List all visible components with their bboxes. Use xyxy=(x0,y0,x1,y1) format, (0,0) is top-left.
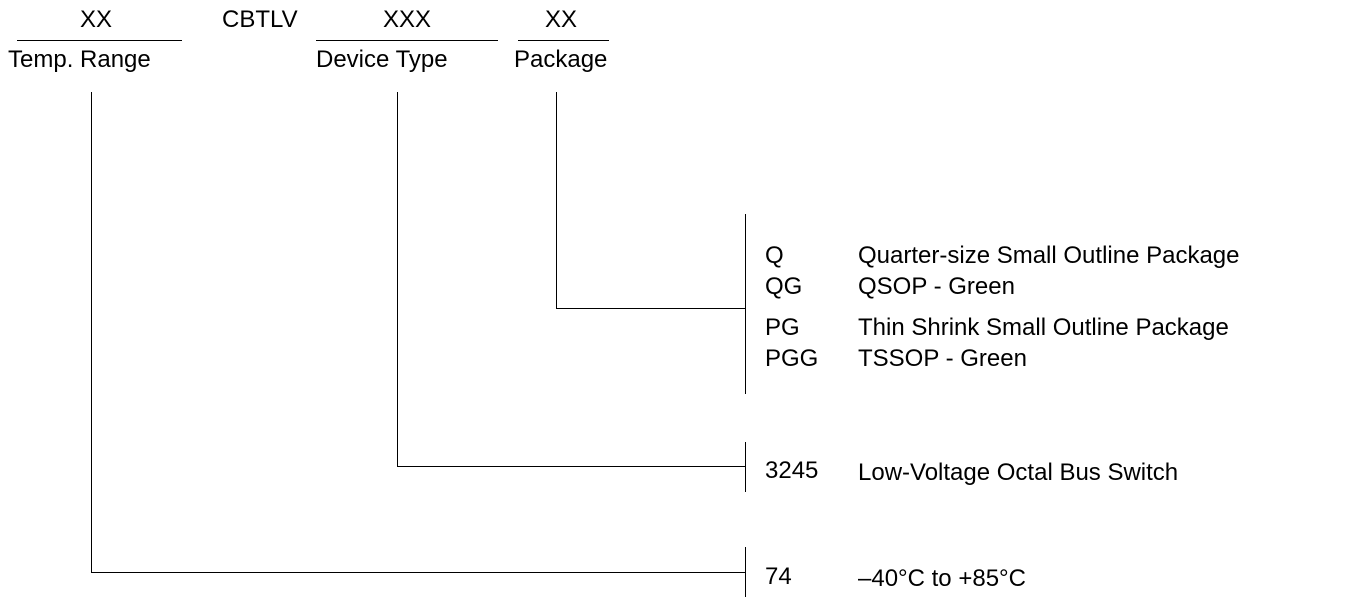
device-options-bar xyxy=(745,442,746,492)
temp-range-placeholder: XX xyxy=(79,6,112,33)
package-option-description: QSOP - Green xyxy=(858,273,1015,300)
device-type-placeholder: XXX xyxy=(382,6,432,33)
package-underline xyxy=(518,40,609,41)
package-connector-vertical xyxy=(556,92,557,309)
temp-option-code: 74 xyxy=(765,563,792,590)
device-type-connector-vertical xyxy=(397,92,398,467)
package-label: Package xyxy=(514,46,608,73)
package-option-description: TSSOP - Green xyxy=(858,345,1027,372)
device-type-underline xyxy=(316,40,498,41)
temp-range-underline xyxy=(17,40,182,41)
temp-options-bar xyxy=(745,547,746,597)
package-option-code: Q xyxy=(765,242,784,269)
temp-range-label: Temp. Range xyxy=(8,46,151,73)
temp-range-connector-horizontal xyxy=(91,572,746,573)
package-options-bar xyxy=(745,214,746,394)
temp-range-connector-vertical xyxy=(91,92,92,573)
device-type-label: Device Type xyxy=(316,46,448,73)
package-option-code: PG xyxy=(765,314,800,341)
package-option-description: Quarter-size Small Outline Package xyxy=(858,242,1240,269)
package-connector-horizontal xyxy=(556,308,746,309)
temp-option-description: –40°C to +85°C xyxy=(858,565,1026,592)
package-option-code: QG xyxy=(765,273,803,300)
device-option-description: Low-Voltage Octal Bus Switch xyxy=(858,459,1179,486)
package-placeholder: XX xyxy=(544,6,577,33)
device-option-code: 3245 xyxy=(765,457,819,484)
device-type-connector-horizontal xyxy=(397,466,746,467)
package-option-description: Thin Shrink Small Outline Package xyxy=(858,314,1229,341)
package-option-code: PGG xyxy=(765,345,819,372)
part-prefix: CBTLV xyxy=(222,6,298,33)
